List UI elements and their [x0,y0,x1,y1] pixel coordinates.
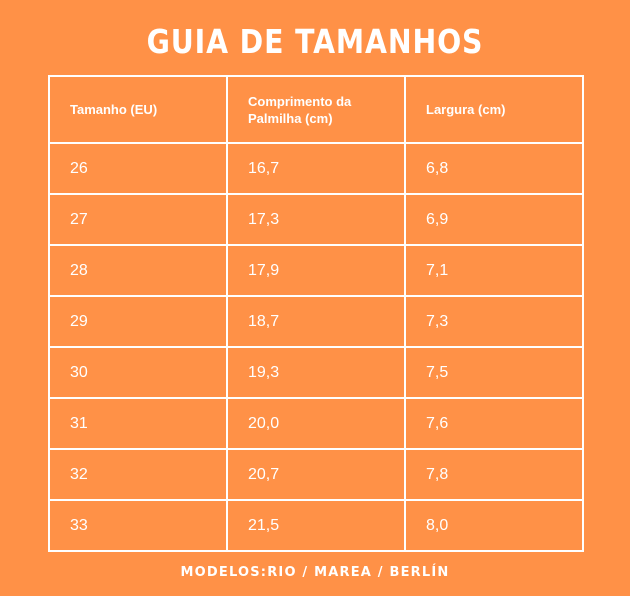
header-width: Largura (cm) [404,75,584,144]
cell-length: 17,9 [226,244,406,297]
cell-width: 8,0 [404,499,584,552]
size-chart-table: Tamanho (EU) Comprimento da Palmilha (cm… [48,75,584,552]
cell-length: 19,3 [226,346,406,399]
header-insole-length: Comprimento da Palmilha (cm) [226,75,406,144]
cell-width: 7,1 [404,244,584,297]
cell-width: 7,6 [404,397,584,450]
cell-size: 32 [48,448,228,501]
table-row: 33 21,5 8,0 [48,499,584,552]
cell-width: 6,8 [404,142,584,195]
cell-size: 28 [48,244,228,297]
models-footer: MODELOS:RIO / MAREA / BERLÍN [180,565,450,580]
table-header-row: Tamanho (EU) Comprimento da Palmilha (cm… [48,75,584,144]
table-row: 31 20,0 7,6 [48,397,584,450]
cell-length: 21,5 [226,499,406,552]
header-size-eu: Tamanho (EU) [48,75,228,144]
cell-size: 30 [48,346,228,399]
table-row: 28 17,9 7,1 [48,244,584,297]
cell-size: 31 [48,397,228,450]
cell-width: 7,3 [404,295,584,348]
page-title: GUIA DE TAMANHOS [146,22,484,61]
cell-size: 27 [48,193,228,246]
cell-size: 26 [48,142,228,195]
cell-length: 18,7 [226,295,406,348]
table-row: 30 19,3 7,5 [48,346,584,399]
table-row: 27 17,3 6,9 [48,193,584,246]
cell-length: 20,0 [226,397,406,450]
cell-length: 17,3 [226,193,406,246]
cell-width: 6,9 [404,193,584,246]
table-row: 26 16,7 6,8 [48,142,584,195]
cell-length: 20,7 [226,448,406,501]
cell-size: 29 [48,295,228,348]
cell-width: 7,5 [404,346,584,399]
cell-length: 16,7 [226,142,406,195]
cell-width: 7,8 [404,448,584,501]
table-row: 29 18,7 7,3 [48,295,584,348]
table-row: 32 20,7 7,8 [48,448,584,501]
cell-size: 33 [48,499,228,552]
